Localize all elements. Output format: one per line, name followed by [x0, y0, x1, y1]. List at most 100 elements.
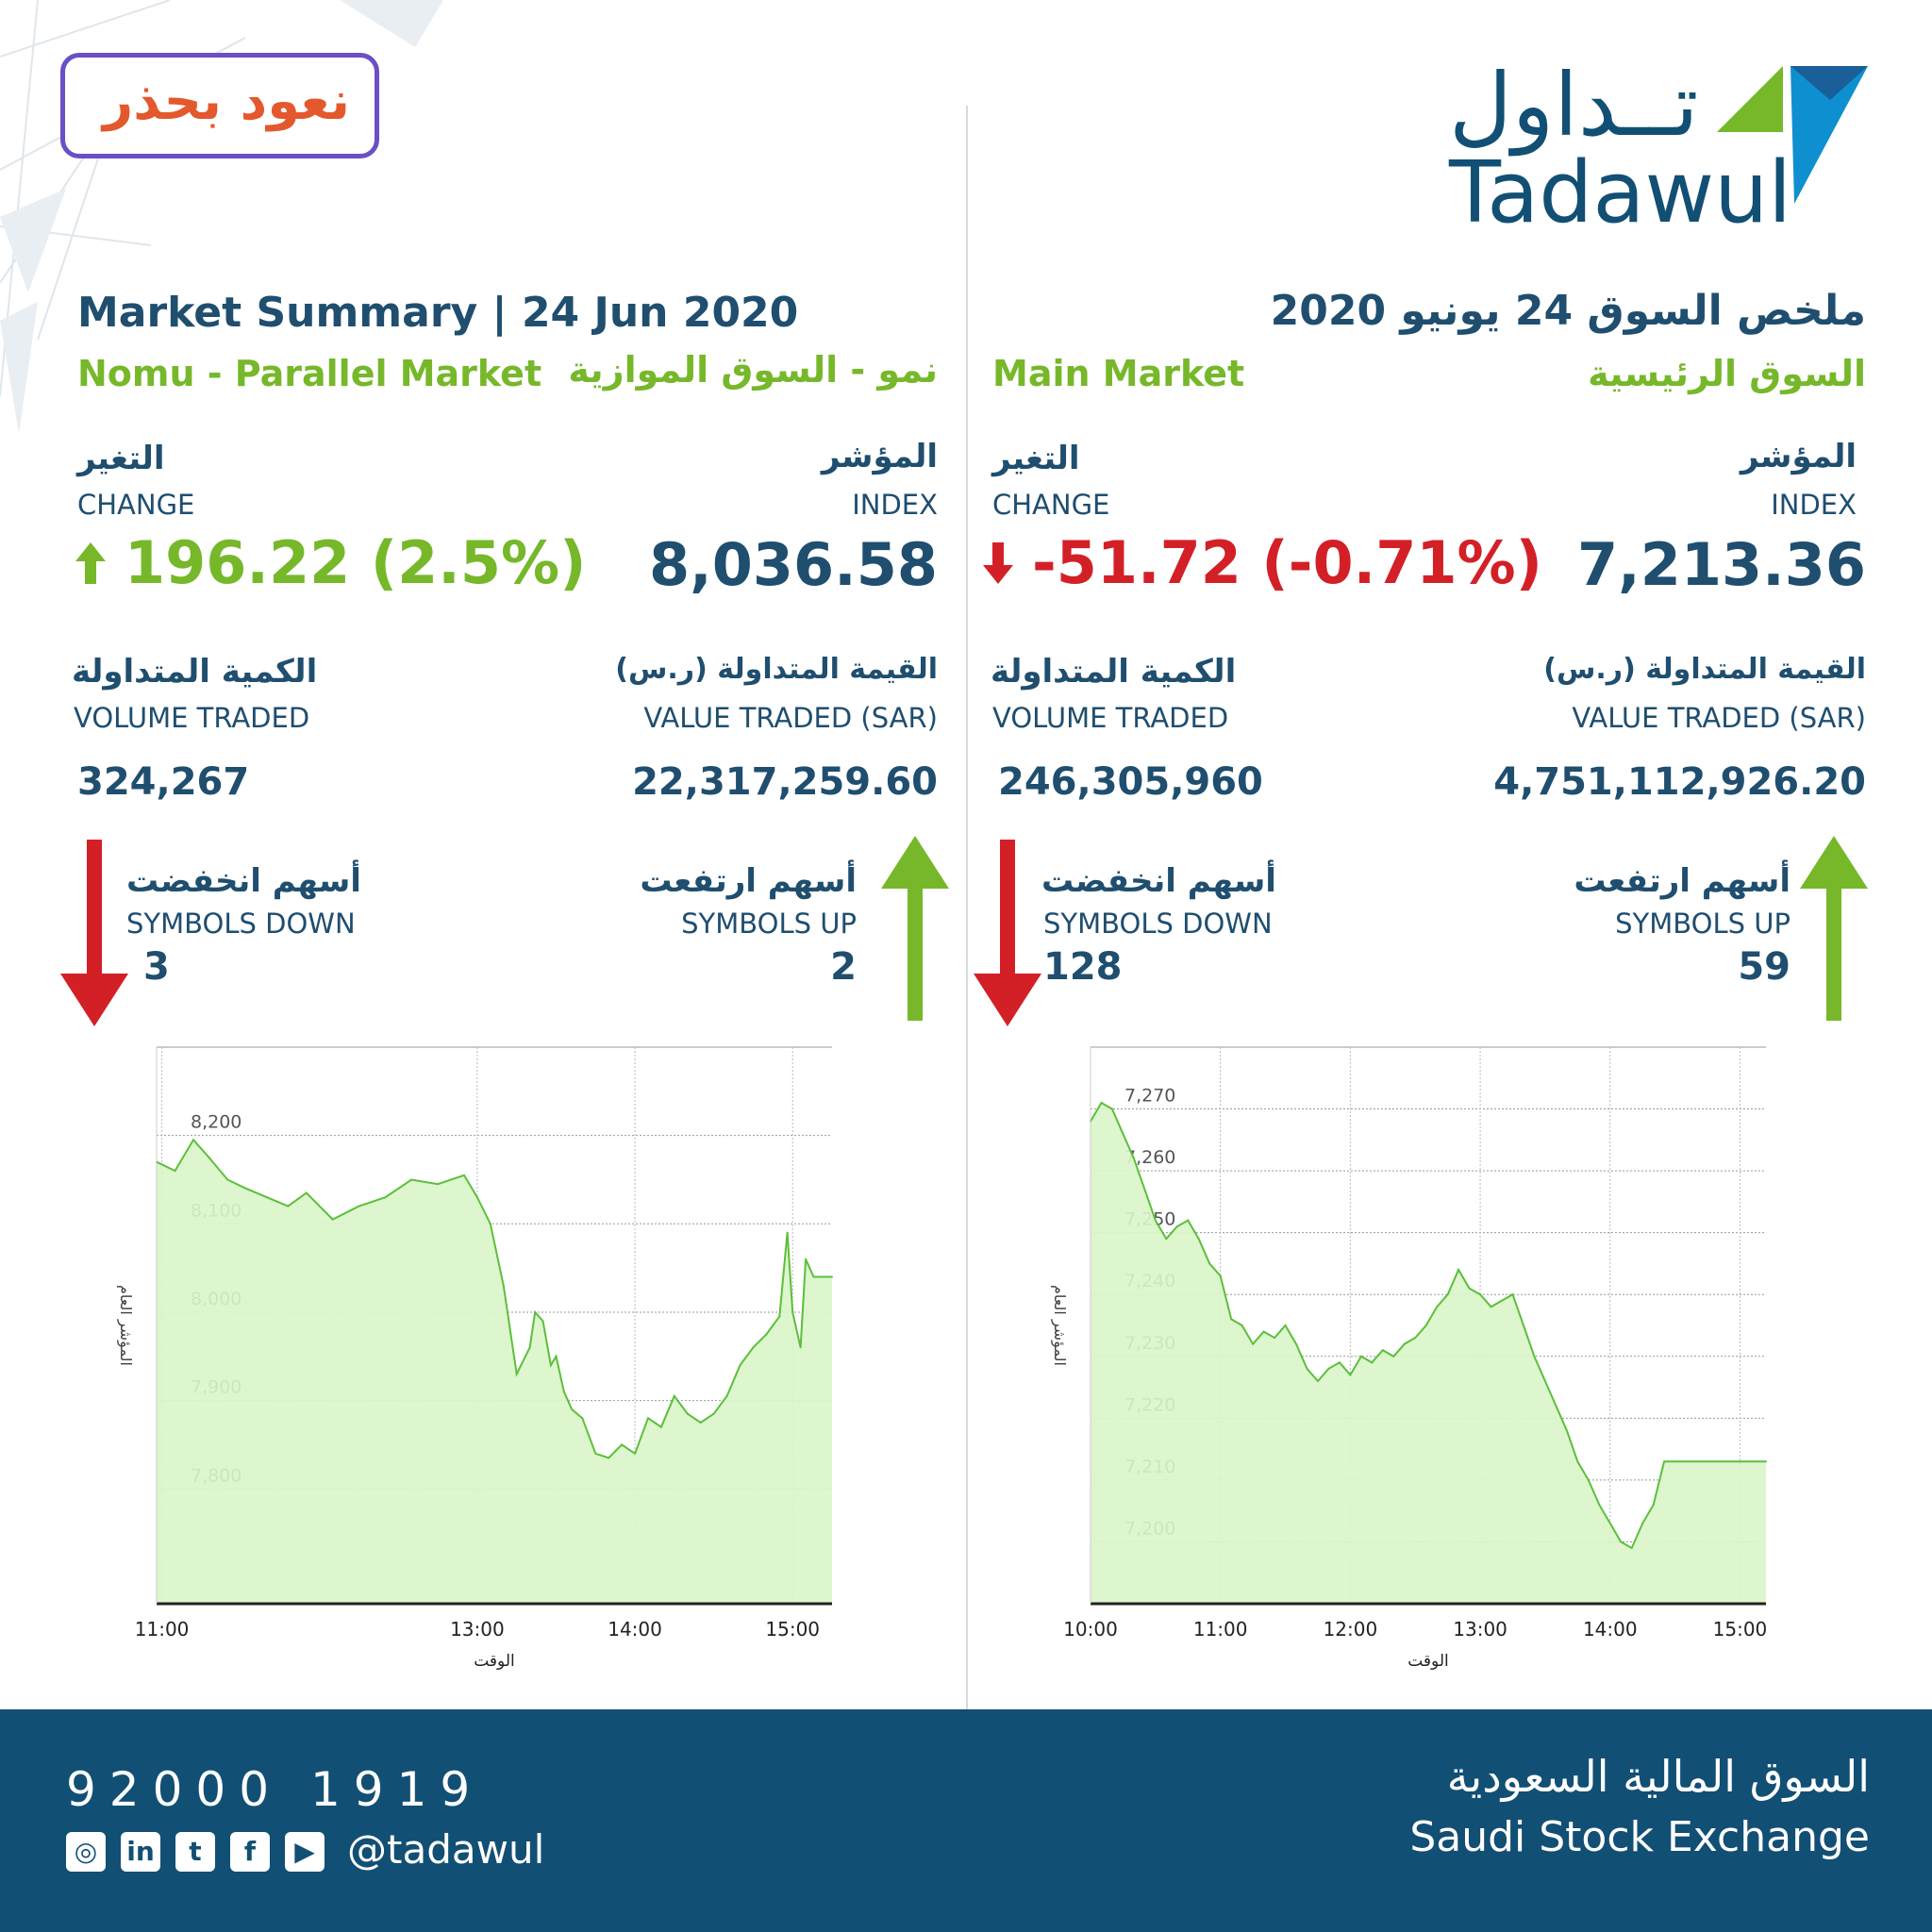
chart-data-point: [1749, 1460, 1752, 1463]
chart-data-point: [410, 1178, 413, 1181]
right-change-value-row: -51.72 (-0.71%): [981, 528, 1542, 597]
left-change-english: CHANGE: [77, 489, 195, 521]
chart-data-point: [725, 1394, 728, 1397]
chart-data-point: [1511, 1293, 1514, 1296]
right-market-arabic: السوق الرئيسية: [1588, 353, 1866, 394]
chart-data-point: [1219, 1274, 1222, 1277]
chart-data-point: [1543, 1380, 1546, 1382]
chart-data-point: [562, 1391, 565, 1393]
chart-data-point: [1652, 1504, 1655, 1507]
left-index-arabic: المؤشر: [821, 438, 938, 475]
right-down-english: SYMBOLS DOWN: [1043, 908, 1273, 940]
y-tick-label: 7,260: [1124, 1147, 1175, 1168]
chart-data-point: [646, 1417, 649, 1420]
y-tick-label: 7,270: [1124, 1086, 1175, 1107]
chart-data-point: [778, 1315, 781, 1318]
chart-data-point: [1717, 1460, 1720, 1463]
chart-data-point: [1630, 1547, 1633, 1549]
left-market-arabic: نمو - السوق الموازية: [568, 349, 938, 391]
chart-data-point: [192, 1139, 195, 1141]
chart-area-fill: [157, 1140, 832, 1604]
right-change-arabic: التغير: [992, 440, 1080, 477]
linkedin-icon[interactable]: in: [121, 1832, 160, 1872]
chart-data-point: [462, 1174, 465, 1176]
arrow-down-icon: [60, 840, 128, 1026]
chart-data-point: [571, 1407, 574, 1410]
chart-data-point: [786, 1231, 789, 1234]
chart-series-line: [156, 1138, 832, 1459]
x-tick-label: 13:00: [450, 1618, 505, 1641]
chart-data-point: [1349, 1374, 1352, 1376]
arrow-down-icon: [983, 541, 1013, 584]
instagram-icon[interactable]: ◎: [66, 1832, 106, 1872]
chart-data-point: [1695, 1460, 1698, 1463]
facebook-icon[interactable]: f: [230, 1832, 270, 1872]
chart-data-point: [1165, 1238, 1168, 1241]
chart-data-point: [1674, 1460, 1676, 1463]
chart-data-point: [1685, 1460, 1688, 1463]
right-volume-arabic: الكمية المتداولة: [991, 653, 1237, 691]
social-handle[interactable]: @tadawul: [347, 1826, 545, 1873]
chart-data-point: [1132, 1158, 1135, 1159]
left-volume-value: 324,267: [77, 760, 250, 804]
left-down-english: SYMBOLS DOWN: [126, 908, 356, 940]
twitter-icon[interactable]: t: [175, 1832, 215, 1872]
chart-data-point: [1765, 1460, 1767, 1463]
right-index-english: INDEX: [1771, 489, 1857, 521]
right-change-value: -51.72 (-0.71%): [1032, 528, 1542, 597]
chart-data-point: [1707, 1460, 1709, 1463]
right-index-arabic: المؤشر: [1740, 438, 1857, 475]
chart-data-point: [659, 1425, 662, 1428]
arrow-up-icon: [881, 836, 949, 1021]
chart-data-point: [305, 1191, 308, 1194]
left-index-value: 8,036.58: [649, 530, 938, 599]
chart-data-point: [384, 1196, 387, 1199]
chart-data-point: [799, 1346, 802, 1349]
chart-area-fill: [1091, 1103, 1766, 1604]
youtube-icon[interactable]: ▶: [285, 1832, 325, 1872]
chart-data-point: [765, 1333, 768, 1336]
x-tick-label: 15:00: [765, 1618, 820, 1641]
right-up-english: SYMBOLS UP: [1615, 908, 1790, 940]
left-title: Market Summary | 24 Jun 2020: [77, 289, 799, 337]
chart-data-point: [739, 1364, 741, 1367]
chart-data-point: [1187, 1219, 1190, 1222]
left-market-english: Nomu - Parallel Market: [77, 353, 542, 394]
left-down-arabic: أسهم انخفضت: [126, 862, 361, 900]
chart-data-point: [1414, 1337, 1417, 1340]
chart-data-point: [1230, 1318, 1233, 1321]
left-value-english: VALUE TRADED (SAR): [643, 702, 938, 734]
chart-data-point: [1306, 1367, 1308, 1370]
chart-data-point: [528, 1346, 531, 1349]
x-tick-label: 15:00: [1713, 1618, 1768, 1641]
chart-data-point: [1381, 1349, 1384, 1352]
x-tick-label: 13:00: [1453, 1618, 1507, 1641]
tadawul-logo-english: Tadawul: [1449, 143, 1792, 242]
left-down-value: 3: [143, 945, 170, 989]
right-value-english: VALUE TRADED (SAR): [1572, 702, 1866, 734]
chart-data-point: [1143, 1188, 1146, 1191]
chart-data-point: [1457, 1269, 1460, 1271]
left-up-arabic: أسهم ارتفعت: [640, 862, 857, 900]
chart-data-point: [805, 1257, 808, 1260]
chart-data-point: [266, 1196, 269, 1199]
chart-data-point: [1327, 1367, 1330, 1370]
chart-data-point: [1392, 1355, 1395, 1357]
y-tick-label: 8,200: [191, 1112, 242, 1133]
chart-data-point: [1468, 1287, 1471, 1290]
chart-data-point: [244, 1187, 247, 1190]
chart-data-point: [502, 1284, 505, 1287]
nomu-index-chart: 8,2008,1008,0007,9007,80011:0013:0014:00…: [116, 1046, 833, 1671]
chart-data-point: [673, 1394, 675, 1397]
chart-data-point: [1641, 1522, 1644, 1524]
chart-data-point: [581, 1417, 584, 1420]
x-tick-label: 12:00: [1324, 1618, 1378, 1641]
campaign-badge-text: نعود بحذر: [103, 71, 350, 132]
chart-data-point: [1154, 1219, 1157, 1222]
chart-data-point: [1479, 1293, 1482, 1296]
chart-data-point: [1284, 1324, 1287, 1326]
chart-data-point: [1424, 1324, 1427, 1326]
x-tick-label: 14:00: [1583, 1618, 1638, 1641]
right-volume-value: 246,305,960: [998, 760, 1263, 804]
exchange-name-english: Saudi Stock Exchange: [1409, 1813, 1870, 1861]
